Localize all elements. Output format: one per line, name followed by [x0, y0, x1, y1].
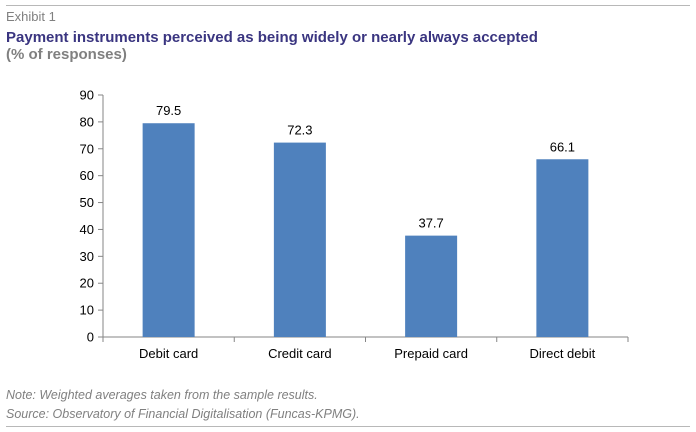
chart-subtitle: (% of responses)	[6, 46, 127, 63]
y-tick-label: 0	[87, 330, 94, 345]
data-label: 72.3	[287, 123, 312, 138]
bar	[142, 123, 195, 337]
y-tick-label: 10	[80, 303, 94, 318]
y-tick-label: 80	[80, 114, 94, 129]
bar	[536, 159, 589, 337]
exhibit-label: Exhibit 1	[6, 9, 56, 24]
note-text: Note: Weighted averages taken from the s…	[6, 388, 318, 402]
data-label: 66.1	[550, 139, 575, 154]
bottom-rule	[6, 426, 690, 427]
y-tick-label: 70	[80, 141, 94, 156]
y-tick-label: 60	[80, 168, 94, 183]
x-tick-label: Credit card	[268, 346, 332, 361]
y-tick-label: 90	[80, 88, 94, 103]
y-tick-label: 40	[80, 222, 94, 237]
y-tick-label: 20	[80, 276, 94, 291]
x-tick-label: Prepaid card	[394, 346, 468, 361]
bar	[405, 235, 458, 337]
x-tick-label: Direct debit	[530, 346, 596, 361]
top-rule	[6, 5, 690, 6]
x-tick-label: Debit card	[139, 346, 198, 361]
chart-title: Payment instruments perceived as being w…	[6, 29, 538, 46]
y-tick-label: 50	[80, 195, 94, 210]
source-text: Source: Observatory of Financial Digital…	[6, 407, 360, 421]
y-tick-label: 30	[80, 249, 94, 264]
bar-chart: 0 10 20 30 40 50 60 70 80 90 79.5 Debit card 72.3 Cre…	[80, 88, 629, 361]
data-label: 79.5	[156, 103, 181, 118]
bar	[273, 142, 326, 337]
data-label: 37.7	[418, 216, 443, 231]
